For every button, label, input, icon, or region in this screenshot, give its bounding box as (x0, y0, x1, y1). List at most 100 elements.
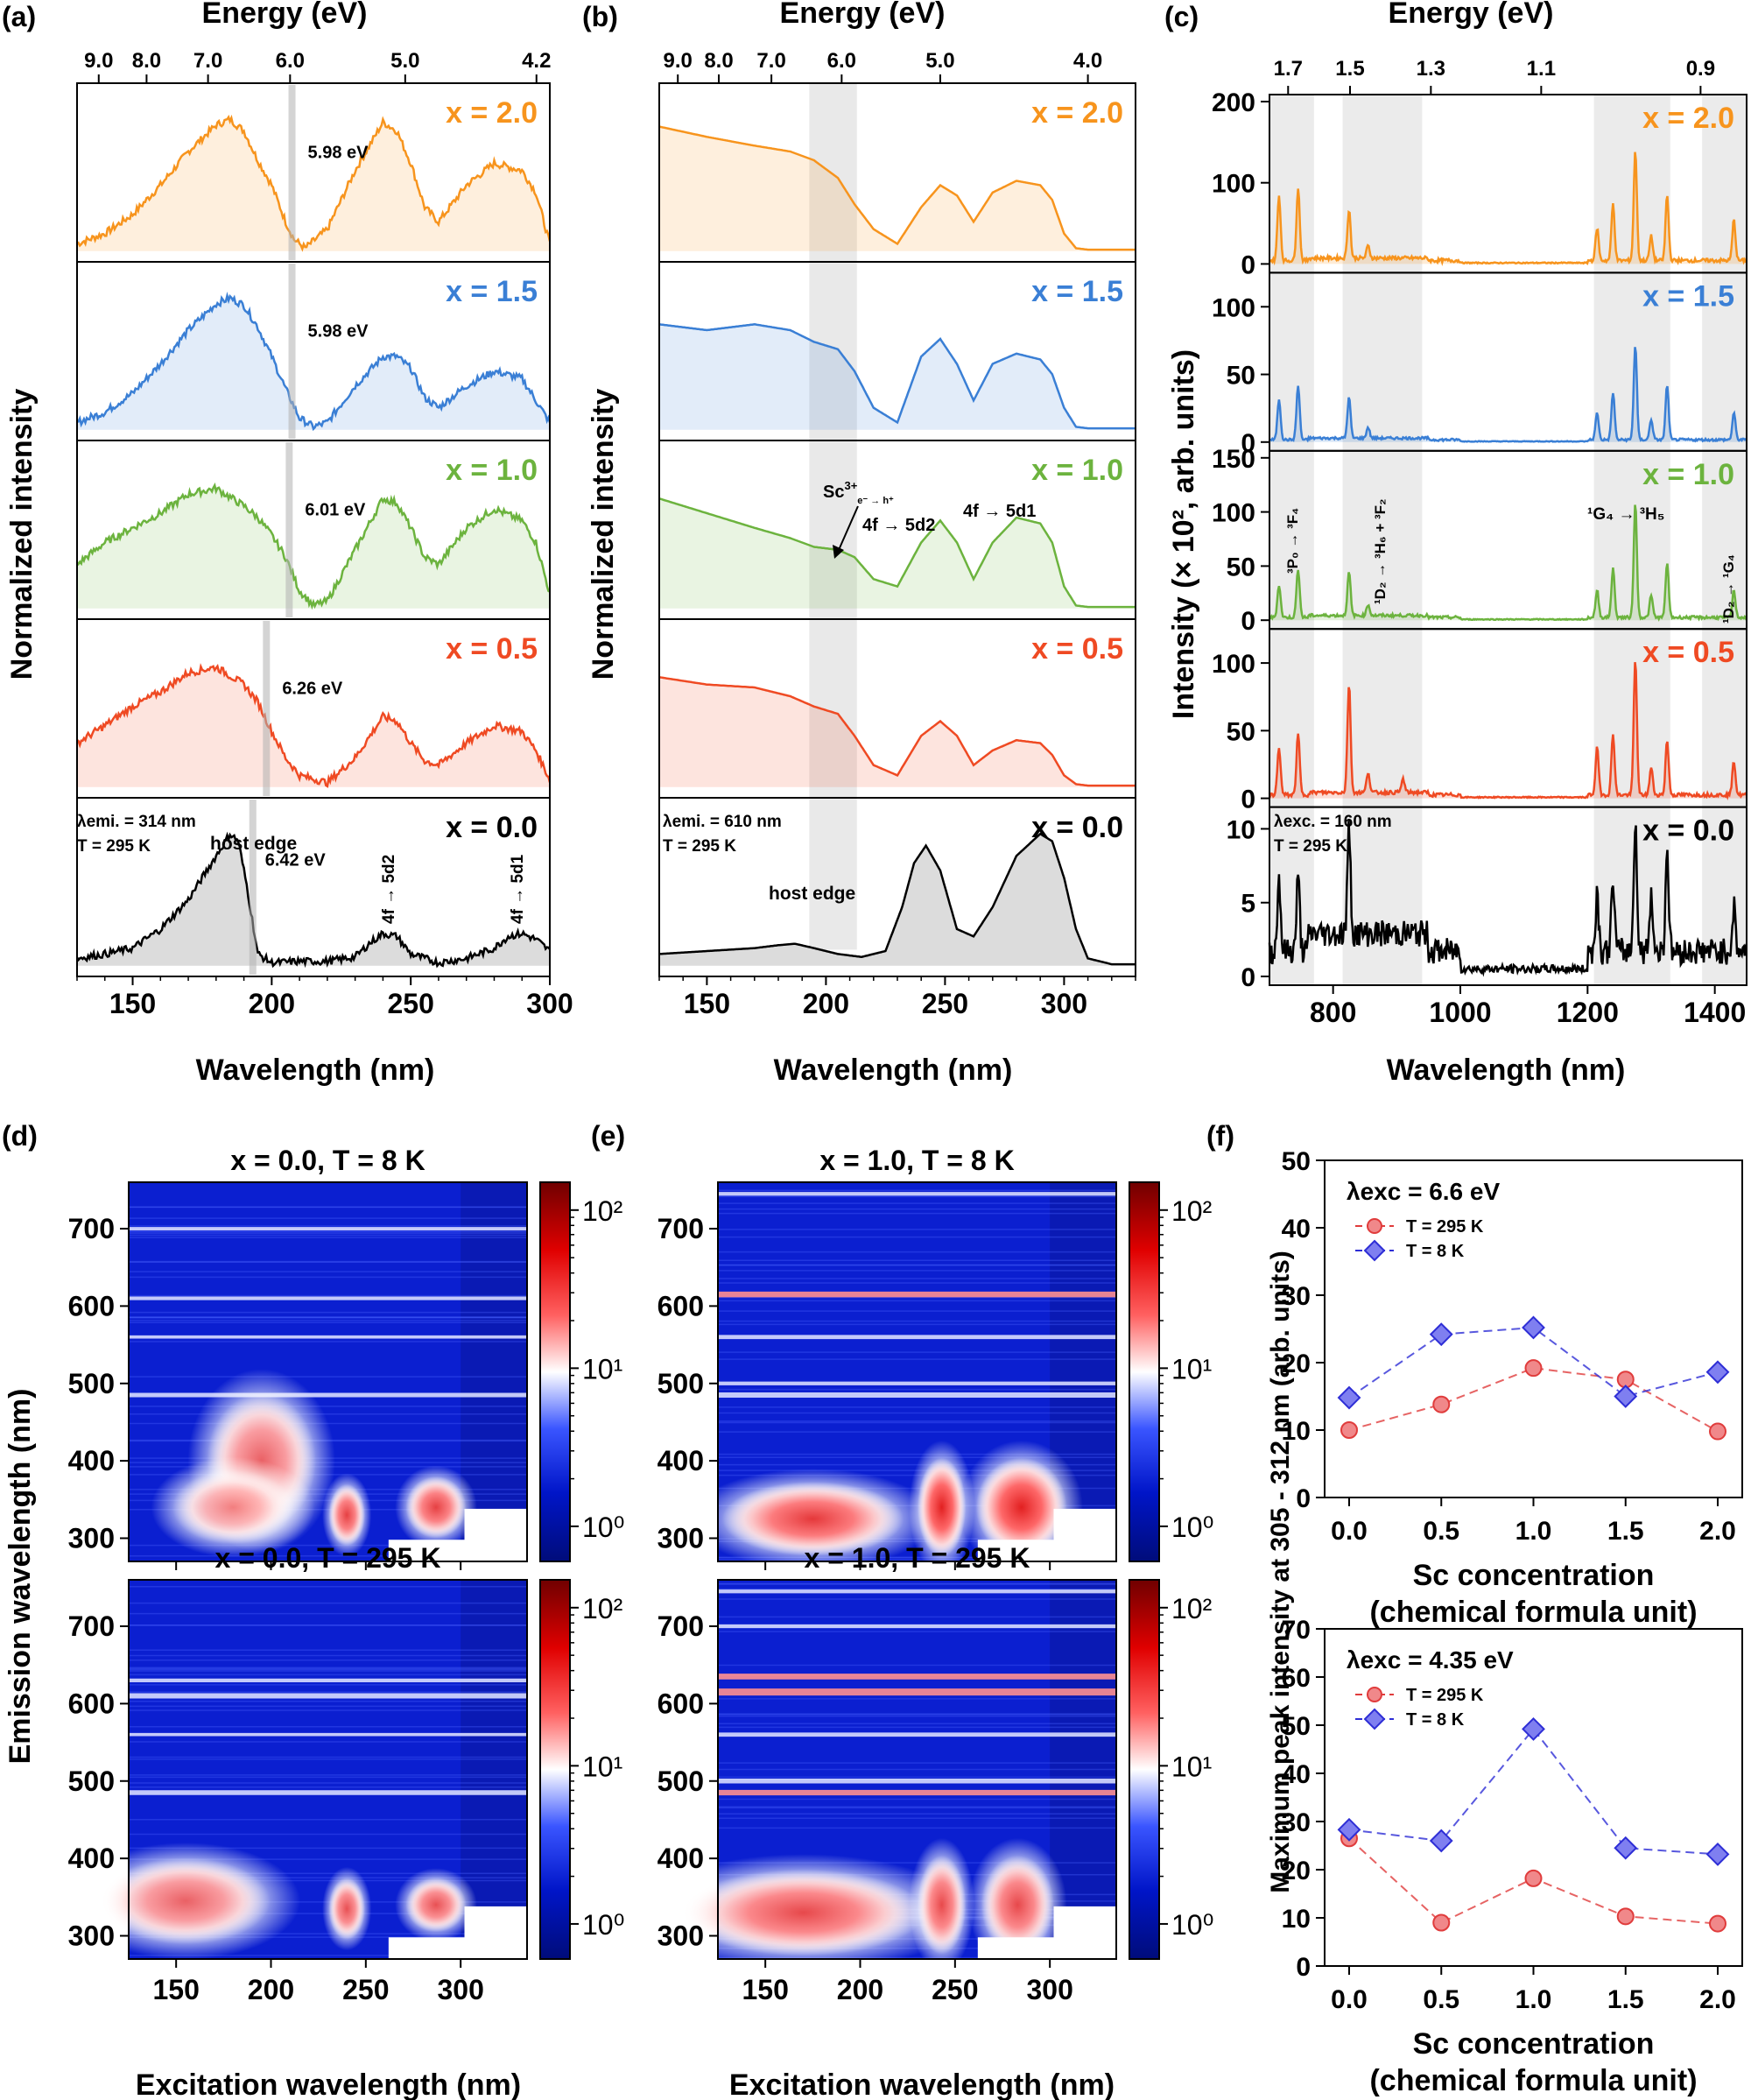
colorbar (539, 1181, 571, 1562)
x-axis-label: Excitation wavelength (nm) (729, 2068, 1115, 2100)
series-fill (77, 485, 550, 609)
heatmap-blob (975, 1457, 1067, 1557)
y-tick-label: 300 (658, 1920, 704, 1951)
x-axis-label-2: (chemical formula unit) (1369, 1596, 1697, 1629)
series-line (1269, 504, 1748, 622)
scatter-area: 0 10 20 30 40 50 0.0 0.5 1.0 1.5 2.0 Sc concentrati… (1282, 1147, 1743, 2097)
annotation-lambda: λemi. = 610 nm (663, 813, 782, 831)
colorbar-tick-label: 10⁰ (1171, 1512, 1213, 1543)
series-label: x = 0.5 (1031, 632, 1123, 666)
series-line (658, 323, 1136, 430)
x-tick-label: 800 (1310, 997, 1356, 1028)
top-tick-label: 5.0 (925, 49, 954, 73)
heatmap-blob (721, 1481, 904, 1556)
x-axis: 150 200 250 300 (658, 976, 1136, 1019)
y-tick-label: 600 (68, 1688, 115, 1719)
top-axis-title: Energy (eV) (780, 0, 946, 30)
data-point-circle (1432, 1395, 1451, 1413)
y-tick-label: 0 (1241, 250, 1255, 279)
series-line (658, 832, 1136, 966)
edge-energy-label: 6.26 eV (282, 680, 343, 699)
series-line (1268, 152, 1747, 267)
heatmap-blob (917, 1457, 967, 1557)
series-line (1348, 1367, 1719, 1433)
series-label: x = 1.5 (1031, 275, 1123, 308)
series-fill (77, 666, 550, 787)
data-point-diamond (1522, 1315, 1545, 1340)
heatmap-frame (717, 1579, 1117, 1960)
y-tick-label: 50 (1282, 1712, 1311, 1741)
edge-marker (249, 800, 257, 975)
y-tick-label: 50 (1227, 362, 1255, 391)
edge-energy-label: 5.98 eV (308, 144, 369, 163)
series-line (1268, 661, 1748, 800)
x-tick-label: 1.5 (1607, 1985, 1644, 2014)
series-fill (659, 324, 1136, 430)
masked-region (1053, 1508, 1116, 1561)
y-tick-label: 600 (658, 1688, 704, 1719)
data-point-circle (1524, 1869, 1543, 1887)
y-tick-label: 30 (1282, 1808, 1311, 1837)
colorbar-tick-label: 10¹ (582, 1751, 622, 1782)
x-tick-label: 0.5 (1423, 1517, 1459, 1546)
annotation-temp: T = 295 K (663, 837, 736, 856)
plot-area: x = 2.0 x = 1.5 x = 1.0 x = 0.5 x = 0.0 (658, 82, 1136, 977)
y-tick-label: 10 (1227, 815, 1255, 844)
series-label: x = 1.0 (1031, 454, 1123, 487)
panel-label: (f) (1206, 1120, 1234, 1152)
series-label: x = 0.0 (1642, 814, 1734, 848)
y-tick-label: 500 (658, 1368, 704, 1399)
y-tick-label: 10 (1282, 1905, 1311, 1934)
panel-label: (a) (2, 1, 36, 32)
x-tick-label: 300 (526, 988, 573, 1019)
data-point-diamond (1337, 1817, 1361, 1842)
x-tick-label: 200 (248, 1974, 294, 2005)
colorbar (539, 1579, 571, 1960)
data-point-diamond (1614, 1385, 1638, 1408)
plot-area: 5.98 eV x = 2.0 5.98 eV x = 1.5 6.01 eV x = 1… (75, 82, 552, 977)
y-tick-label: 300 (68, 1920, 115, 1951)
y-tick-label: 400 (658, 1843, 704, 1874)
top-tick-label: 4.2 (522, 49, 551, 73)
y-axis-label: Normalized intensity (587, 389, 620, 680)
y-tick-label: 400 (68, 1843, 115, 1874)
shaded-region (1342, 95, 1423, 985)
y-tick-label: 600 (68, 1290, 115, 1321)
annotation-host-edge: host edge (210, 834, 297, 854)
heatmap-blob (328, 1878, 365, 1940)
series-line (1269, 347, 1748, 443)
series-label: x = 1.5 (1642, 279, 1734, 313)
annotation-arrow (838, 505, 859, 551)
data-point-circle (1340, 1421, 1358, 1439)
series-fill (1269, 347, 1747, 442)
y-tick-label: 40 (1282, 1760, 1311, 1789)
heatmap-title: x = 0.0, T = 295 K (215, 1542, 441, 1574)
x-tick-label: 1.0 (1515, 1985, 1552, 2014)
annotation-temp: T = 295 K (1274, 837, 1347, 856)
series-fill (659, 834, 1136, 966)
legend-title: λexc = 4.35 eV (1347, 1646, 1514, 1674)
x-tick-label: 200 (837, 1974, 883, 2005)
top-axis-ticks: 1.7 1.5 1.3 1.1 0.9 (1274, 57, 1715, 95)
x-tick-label: 150 (109, 988, 156, 1019)
x-axis-label: Sc concentration (1413, 2027, 1655, 2061)
y-tick-label: 500 (68, 1765, 115, 1797)
y-tick-label: 0 (1241, 607, 1255, 636)
y-tick-label: 100 (1212, 293, 1255, 322)
panel-label: (c) (1164, 1, 1199, 32)
edge-energy-label: 6.01 eV (305, 501, 366, 520)
legend-label: T = 8 K (1406, 1710, 1465, 1730)
edge-marker (285, 442, 293, 617)
series-line (1348, 1727, 1719, 1856)
heatmap-area: x = 1.0, T = 8 K 300 400 500 600 700 10⁰ 10¹ 10²… (639, 1145, 1213, 2005)
annotation-arrowhead (833, 545, 844, 559)
series-label: x = 0.5 (446, 632, 538, 666)
top-tick-label: 8.0 (704, 49, 733, 73)
x-tick-label: 1400 (1684, 997, 1746, 1028)
heatmap-blob (681, 1869, 925, 1956)
annotation-lambda: λemi. = 314 nm (77, 813, 196, 831)
legend-marker (1367, 1218, 1382, 1234)
legend-title: λexc = 6.6 eV (1347, 1178, 1500, 1205)
x-axis: 800 1000 1200 1400 (1310, 985, 1746, 1028)
